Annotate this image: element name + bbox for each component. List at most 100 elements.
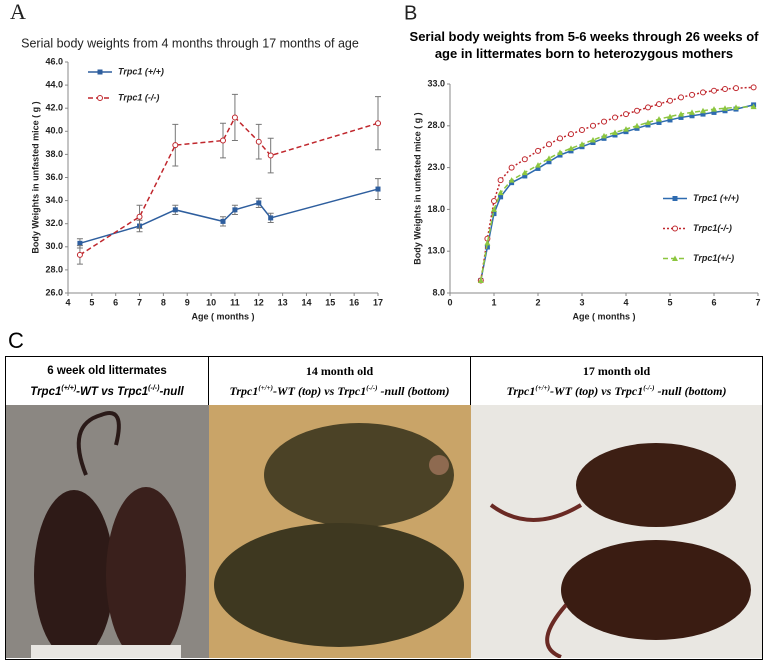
point — [491, 198, 497, 205]
point — [557, 152, 563, 158]
x-tick-label: 16 — [349, 297, 359, 307]
photo — [471, 405, 762, 658]
point — [375, 186, 381, 192]
point — [498, 194, 504, 200]
x-tick-label: 9 — [185, 297, 190, 307]
point — [535, 165, 541, 171]
point — [634, 107, 640, 114]
point — [509, 180, 515, 186]
point — [689, 113, 695, 119]
point — [667, 113, 673, 120]
point — [76, 251, 83, 258]
point — [172, 207, 178, 213]
text: Trpc1 — [229, 384, 259, 398]
text: (-/-) — [366, 384, 378, 392]
text: (+/+) — [61, 385, 77, 392]
y-tick-label: 44.0 — [45, 79, 63, 89]
y-tick-label: 8.0 — [432, 287, 445, 297]
point — [656, 101, 662, 108]
point — [557, 149, 563, 156]
point — [623, 129, 629, 135]
photo — [6, 405, 209, 658]
x-tick-label: 11 — [230, 297, 240, 307]
point — [656, 116, 662, 122]
x-tick-label: 6 — [113, 297, 118, 307]
subheading: Trpc1(+/+)-WT (top) vs Trpc1(-/-) -null … — [471, 380, 762, 400]
x-tick-label: 4 — [623, 297, 628, 307]
point — [491, 211, 497, 217]
point — [97, 69, 103, 75]
point — [267, 152, 274, 159]
point — [590, 137, 596, 143]
point — [722, 108, 728, 114]
point — [601, 135, 607, 141]
charts: A B Serial body weights from 4 months th… — [10, 0, 761, 321]
point — [255, 138, 262, 145]
point — [568, 148, 574, 154]
text: (-/-) — [643, 384, 655, 392]
text: Trpc1 — [117, 385, 149, 398]
x-tick-label: 3 — [579, 297, 584, 307]
y-tick-label: 26.0 — [45, 287, 63, 297]
point — [711, 109, 717, 115]
text: -WT (top) vs — [272, 384, 338, 398]
point — [521, 156, 528, 163]
point — [601, 118, 607, 125]
point — [256, 200, 262, 206]
x-tick-label: 17 — [373, 297, 383, 307]
point — [711, 106, 717, 112]
y-tick-label: 28.0 — [427, 120, 445, 130]
point — [678, 111, 684, 117]
y-tick-label: 38.0 — [45, 149, 63, 159]
point — [623, 111, 629, 118]
y-tick-label: 33.0 — [427, 78, 445, 88]
point — [623, 126, 629, 132]
point — [645, 104, 651, 111]
legend-label: Trpc1 (+/+) — [118, 66, 164, 76]
point — [535, 162, 541, 168]
point — [97, 95, 103, 101]
point — [612, 114, 618, 121]
point — [700, 111, 706, 117]
y-tick-label: 30.0 — [45, 241, 63, 251]
point — [667, 117, 673, 123]
point — [521, 169, 528, 176]
x-tick-label: 14 — [301, 297, 311, 307]
x-tick-label: 2 — [535, 297, 540, 307]
point — [508, 177, 515, 183]
y-tick-label: 40.0 — [45, 126, 63, 136]
point — [522, 173, 528, 179]
x-tick-label: 15 — [325, 297, 335, 307]
point — [77, 240, 83, 246]
point — [750, 103, 757, 110]
point — [497, 189, 504, 196]
point — [136, 213, 143, 220]
point — [672, 225, 678, 232]
point — [508, 164, 515, 171]
x-tick-label: 0 — [447, 297, 452, 307]
x-tick-label: 8 — [161, 297, 166, 307]
x-tick-label: 13 — [278, 297, 288, 307]
y-tick-label: 32.0 — [45, 218, 63, 228]
y-tick-label: 28.0 — [45, 264, 63, 274]
point — [689, 91, 695, 98]
point — [733, 104, 739, 110]
point — [750, 84, 757, 91]
x-tick-label: 5 — [667, 297, 672, 307]
point — [220, 218, 226, 224]
heading: 17 month old — [582, 364, 651, 378]
point — [590, 122, 596, 129]
chart-title: Serial body weights from 5-6 weeks throu… — [409, 29, 759, 61]
point — [612, 132, 618, 138]
point — [232, 207, 238, 213]
point — [672, 255, 678, 261]
y-tick-label: 36.0 — [45, 172, 63, 182]
legend-label: Trpc1(-/-) — [693, 223, 732, 233]
point — [579, 126, 585, 133]
point — [579, 141, 585, 147]
y-tick-label: 46.0 — [45, 56, 63, 66]
y-tick-label: 13.0 — [427, 246, 445, 256]
header-cell: 14 month old Trpc1(+/+)-WT (top) vs Trpc… — [209, 357, 471, 405]
legend-label: Trpc1 (+/+) — [693, 193, 739, 203]
text: (+/+) — [535, 384, 550, 392]
